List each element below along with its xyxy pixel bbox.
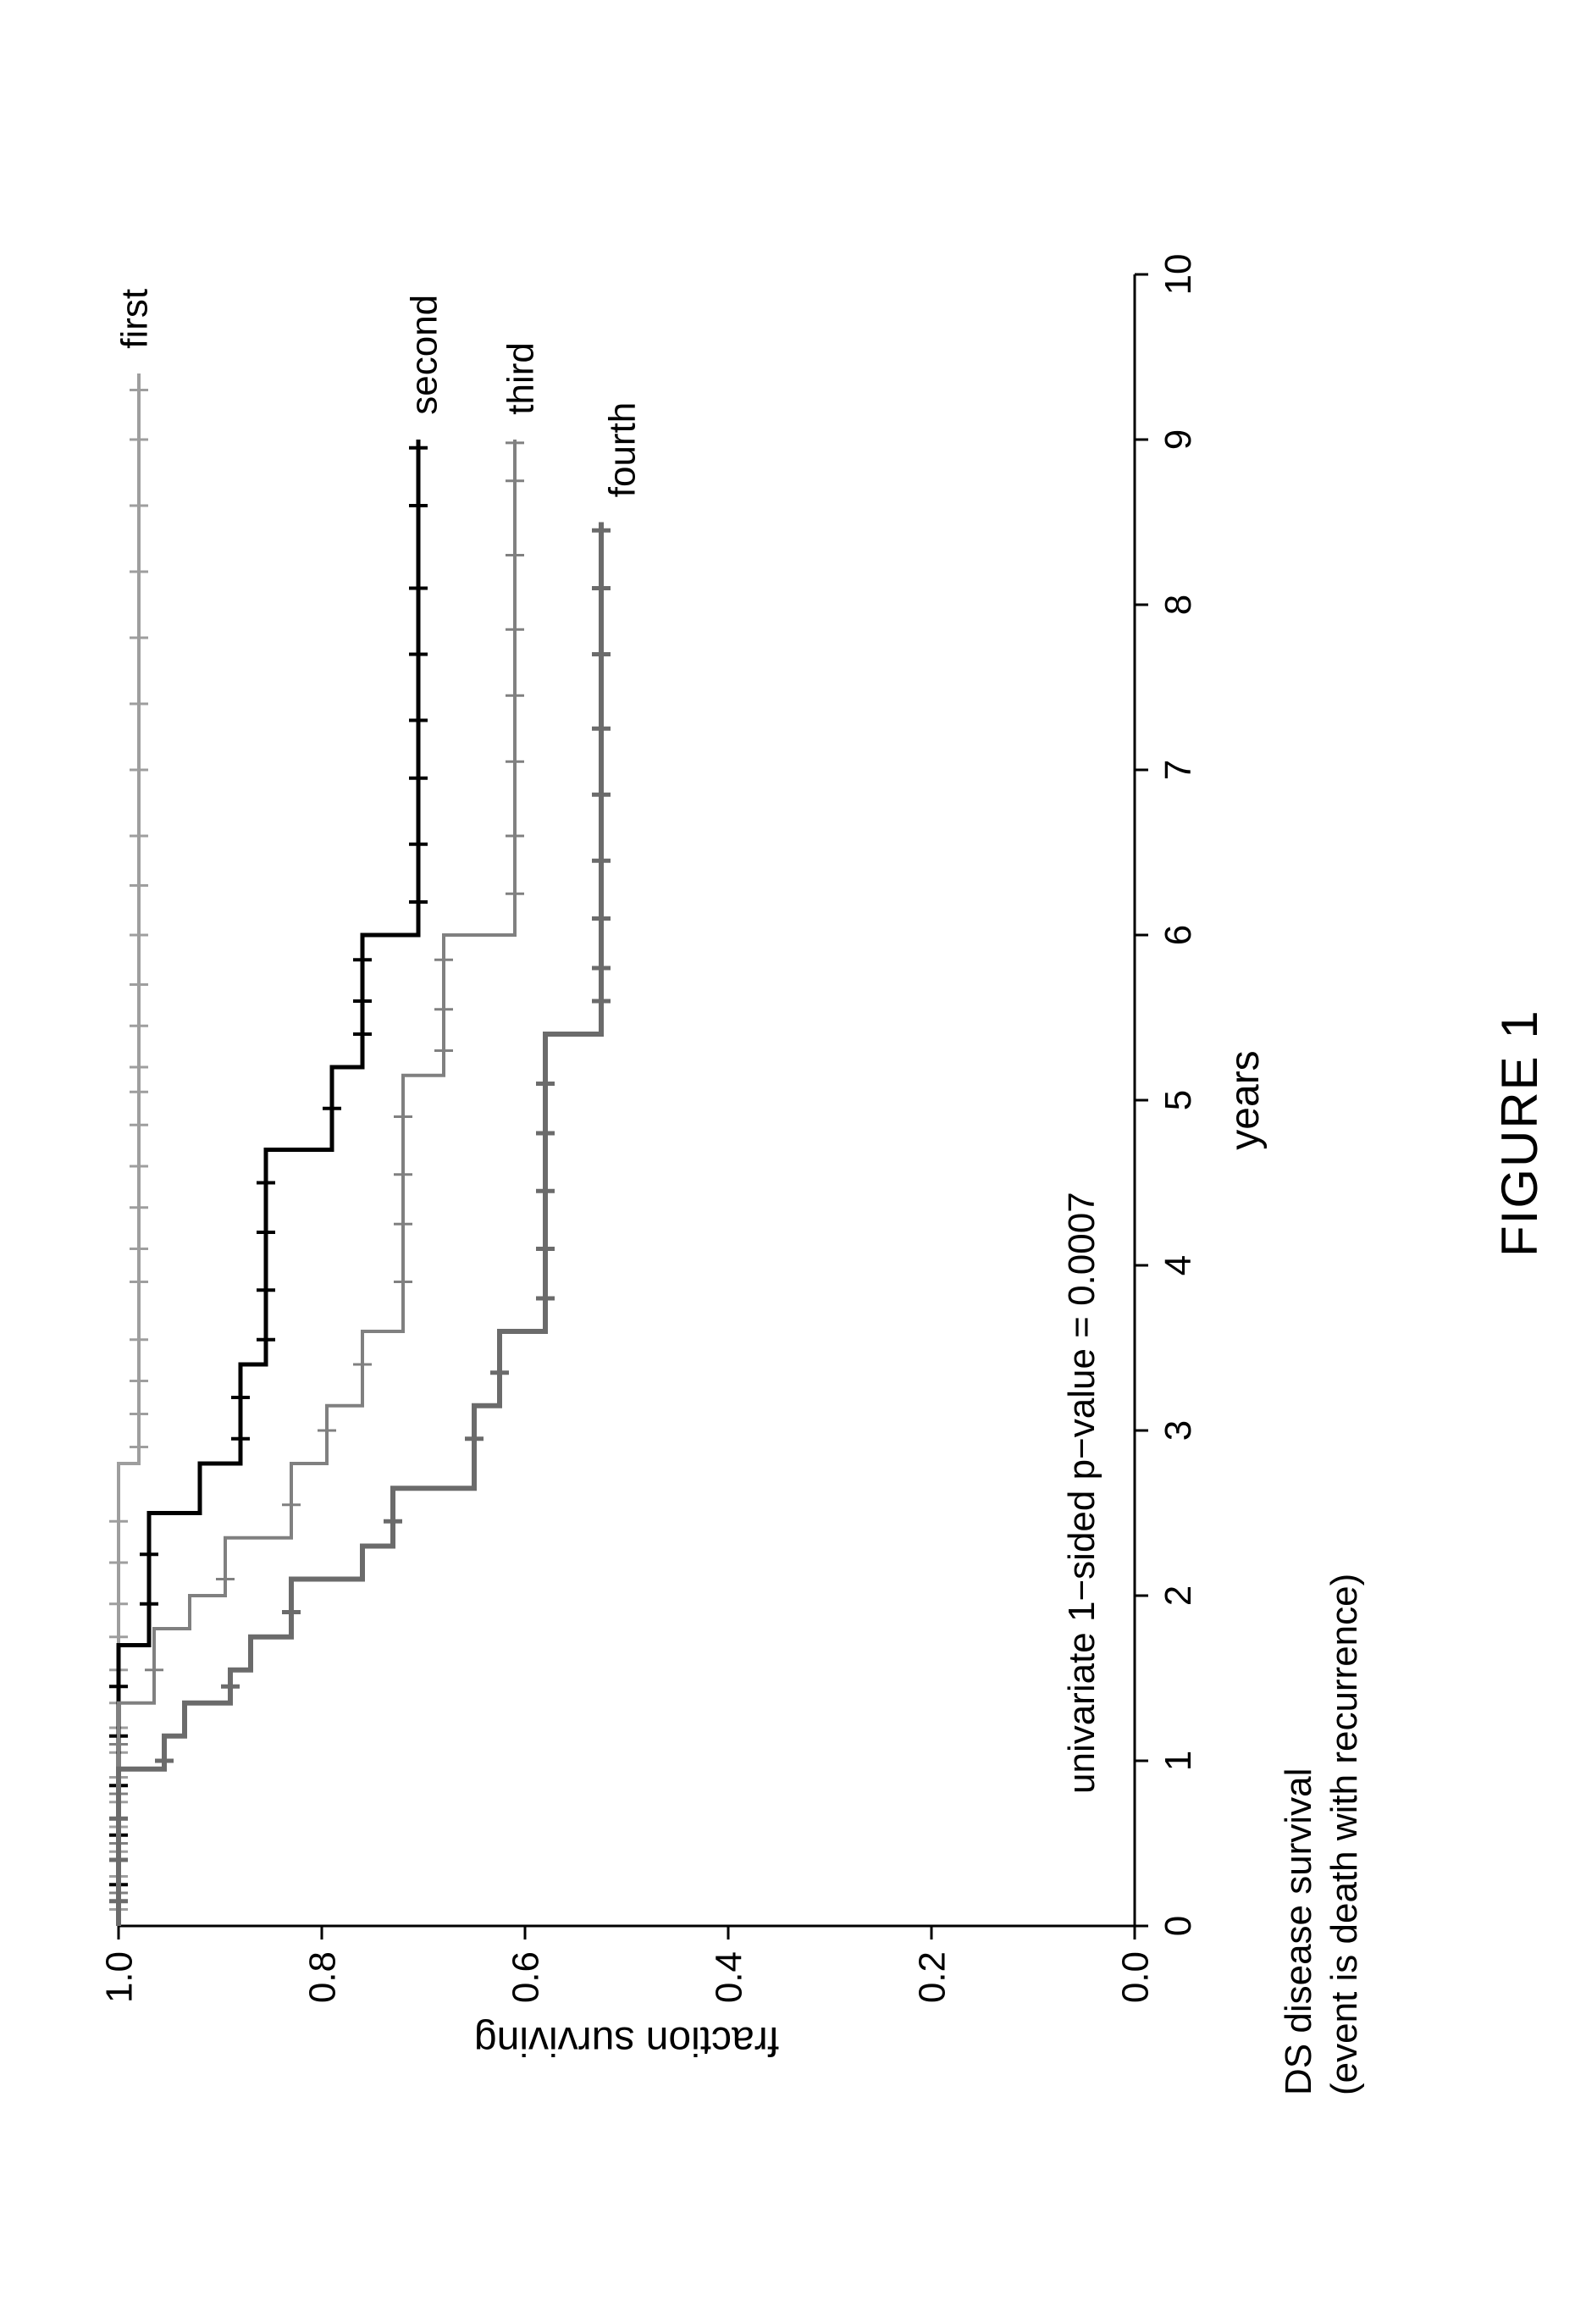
x-tick-label: 9	[1158, 429, 1199, 450]
x-tick-label: 1	[1158, 1751, 1199, 1771]
series-fourth	[119, 523, 601, 1927]
y-tick-label: 0.6	[505, 1951, 546, 2003]
legend-note-line2: (event is death with recurrence)	[1324, 1574, 1365, 2095]
rotated-chart-container: 0 1 2 3 4 5 6 7 8 9 10 0.0 0.2 0.4 0.6 0.8 1.0 years fract…	[0, 0, 1575, 2324]
series-third	[119, 440, 515, 1926]
y-tick-label: 0.4	[708, 1951, 749, 2003]
x-tick-label: 6	[1158, 925, 1199, 945]
y-tick-label: 1.0	[98, 1951, 140, 2003]
y-tick-label: 0.0	[1114, 1951, 1156, 2003]
figure-label: FIGURE 1	[1490, 1009, 1549, 1257]
x-tick-label: 8	[1158, 595, 1199, 615]
x-tick-label: 5	[1158, 1090, 1199, 1110]
series-label-first: first	[113, 289, 155, 349]
series-label-third: third	[500, 342, 541, 415]
x-tick-label: 4	[1158, 1255, 1199, 1275]
pvalue-annotation: univariate 1−sided p−value = 0.0007	[1061, 1192, 1102, 1794]
y-tick-label: 0.8	[301, 1951, 343, 2003]
x-tick-label: 2	[1158, 1585, 1199, 1606]
series-label-fourth: fourth	[601, 402, 643, 498]
x-axis-label: years	[1223, 1050, 1268, 1149]
x-tick-label: 7	[1158, 760, 1199, 780]
y-tick-label: 0.2	[911, 1951, 953, 2003]
y-axis-label: fraction surviving	[474, 2018, 779, 2063]
x-tick-label: 0	[1158, 1916, 1199, 1936]
series-first	[119, 374, 139, 1926]
page: 0 1 2 3 4 5 6 7 8 9 10 0.0 0.2 0.4 0.6 0.8 1.0 years fract…	[0, 0, 1575, 2324]
x-tick-label: 10	[1158, 254, 1199, 296]
survival-chart: 0 1 2 3 4 5 6 7 8 9 10 0.0 0.2 0.4 0.6 0.8 1.0 years fract…	[0, 0, 1575, 2324]
series-label-second: second	[403, 295, 445, 415]
legend-note-line1: DS disease survival	[1278, 1768, 1319, 2095]
x-tick-label: 3	[1158, 1420, 1199, 1441]
